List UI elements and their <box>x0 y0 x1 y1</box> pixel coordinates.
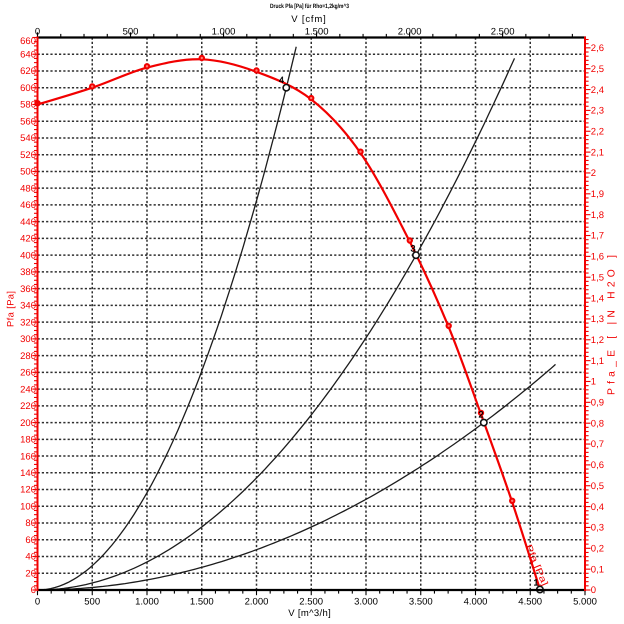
svg-text:1: 1 <box>534 578 539 588</box>
svg-text:280: 280 <box>20 351 36 362</box>
svg-text:160: 160 <box>20 451 36 462</box>
svg-text:1.500: 1.500 <box>305 26 329 37</box>
svg-text:2,4: 2,4 <box>591 85 604 96</box>
svg-text:420: 420 <box>20 234 36 245</box>
svg-text:4.000: 4.000 <box>464 597 488 608</box>
svg-text:1,7: 1,7 <box>591 231 604 242</box>
svg-text:0: 0 <box>31 585 36 596</box>
svg-text:1,6: 1,6 <box>591 252 604 263</box>
svg-text:0,5: 0,5 <box>591 481 604 492</box>
svg-text:1,1: 1,1 <box>591 356 604 367</box>
svg-text:0,2: 0,2 <box>591 544 604 555</box>
svg-text:1,8: 1,8 <box>591 210 604 221</box>
svg-text:3: 3 <box>411 244 416 254</box>
svg-text:2,6: 2,6 <box>591 43 604 54</box>
svg-text:180: 180 <box>20 435 36 446</box>
svg-text:1.000: 1.000 <box>135 597 159 608</box>
svg-text:380: 380 <box>20 267 36 278</box>
svg-text:1,9: 1,9 <box>591 189 604 200</box>
svg-text:140: 140 <box>20 468 36 479</box>
svg-text:1: 1 <box>591 377 596 388</box>
svg-text:80: 80 <box>25 518 36 529</box>
svg-text:20: 20 <box>25 569 36 580</box>
svg-text:360: 360 <box>20 284 36 295</box>
svg-text:V [cfm]: V [cfm] <box>291 14 326 25</box>
svg-text:580: 580 <box>20 100 36 111</box>
svg-text:120: 120 <box>20 485 36 496</box>
svg-text:2,3: 2,3 <box>591 106 604 117</box>
svg-text:0: 0 <box>35 597 40 608</box>
svg-text:0,3: 0,3 <box>591 523 604 534</box>
svg-text:2,2: 2,2 <box>591 127 604 138</box>
svg-text:480: 480 <box>20 183 36 194</box>
svg-text:1,2: 1,2 <box>591 335 604 346</box>
svg-text:500: 500 <box>20 167 36 178</box>
svg-text:520: 520 <box>20 150 36 161</box>
svg-text:3.500: 3.500 <box>409 597 433 608</box>
svg-text:2.500: 2.500 <box>299 597 323 608</box>
svg-text:0,6: 0,6 <box>591 460 604 471</box>
svg-text:4: 4 <box>279 75 284 85</box>
svg-text:2.000: 2.000 <box>245 597 269 608</box>
svg-text:1.000: 1.000 <box>212 26 236 37</box>
svg-text:5.000: 5.000 <box>573 597 597 608</box>
svg-text:2.000: 2.000 <box>398 26 422 37</box>
svg-text:3.000: 3.000 <box>354 597 378 608</box>
svg-text:320: 320 <box>20 317 36 328</box>
svg-text:1,3: 1,3 <box>591 314 604 325</box>
svg-text:300: 300 <box>20 334 36 345</box>
svg-text:Druck Pfa [Pa] für Rho=1,2kg/m: Druck Pfa [Pa] für Rho=1,2kg/m^3 <box>270 3 349 10</box>
svg-text:Pfa_E [ |N H2O ]: Pfa_E [ |N H2O ] <box>607 255 618 395</box>
svg-text:2.500: 2.500 <box>491 26 515 37</box>
svg-text:600: 600 <box>20 83 36 94</box>
svg-text:0,1: 0,1 <box>591 564 604 575</box>
svg-text:240: 240 <box>20 384 36 395</box>
svg-text:400: 400 <box>20 250 36 261</box>
svg-text:0,9: 0,9 <box>591 398 604 409</box>
svg-text:0: 0 <box>591 585 596 596</box>
svg-text:0: 0 <box>35 26 40 37</box>
svg-text:1.500: 1.500 <box>190 597 214 608</box>
svg-text:500: 500 <box>123 26 139 37</box>
svg-text:40: 40 <box>25 552 36 563</box>
svg-text:1,5: 1,5 <box>591 272 604 283</box>
svg-text:660: 660 <box>20 36 36 47</box>
svg-text:340: 340 <box>20 301 36 312</box>
svg-text:540: 540 <box>20 133 36 144</box>
svg-text:0,8: 0,8 <box>591 418 604 429</box>
svg-text:220: 220 <box>20 401 36 412</box>
svg-text:Pfa [Pa]: Pfa [Pa] <box>6 291 16 327</box>
svg-text:2,1: 2,1 <box>591 147 604 158</box>
svg-text:620: 620 <box>20 66 36 77</box>
svg-text:0,7: 0,7 <box>591 439 604 450</box>
svg-text:0,4: 0,4 <box>591 502 604 513</box>
svg-text:1,4: 1,4 <box>591 293 604 304</box>
svg-text:V [m^3/h]: V [m^3/h] <box>288 608 331 619</box>
svg-text:100: 100 <box>20 502 36 513</box>
svg-text:2: 2 <box>479 410 484 420</box>
svg-text:560: 560 <box>20 116 36 127</box>
svg-text:440: 440 <box>20 217 36 228</box>
svg-text:640: 640 <box>20 49 36 60</box>
svg-text:260: 260 <box>20 368 36 379</box>
svg-text:4.500: 4.500 <box>518 597 542 608</box>
svg-text:2,5: 2,5 <box>591 64 604 75</box>
svg-text:500: 500 <box>84 597 100 608</box>
svg-text:60: 60 <box>25 535 36 546</box>
svg-text:200: 200 <box>20 418 36 429</box>
svg-text:460: 460 <box>20 200 36 211</box>
svg-text:2: 2 <box>591 168 596 179</box>
